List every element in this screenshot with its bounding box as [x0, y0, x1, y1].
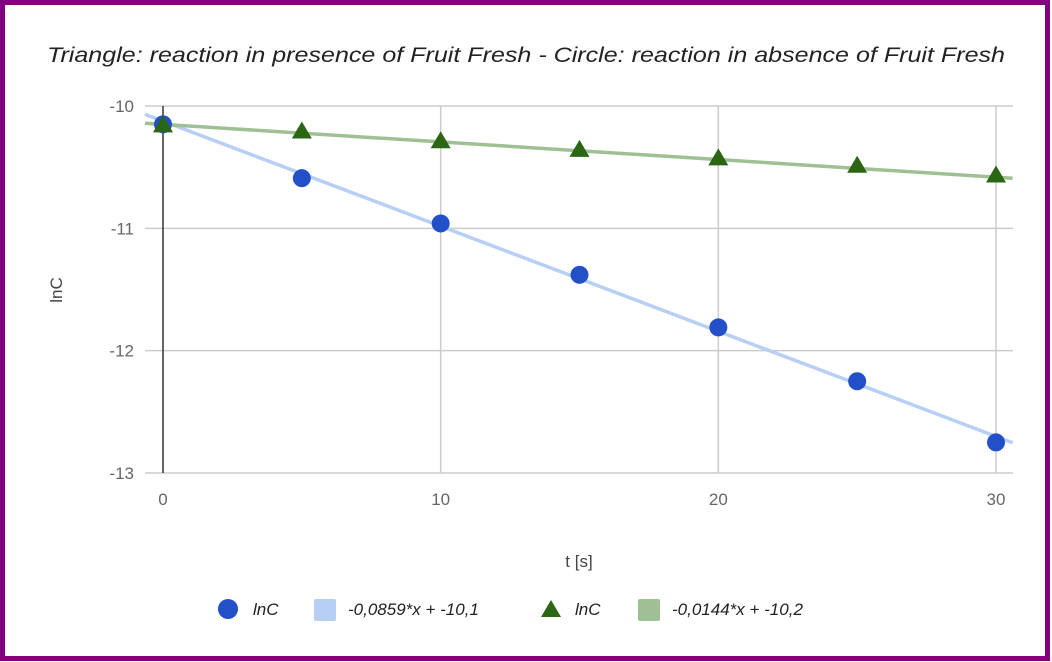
data-point-circle — [987, 433, 1005, 452]
legend-item-green-trendline[interactable]: -0,0144*x + -10,2 — [638, 599, 803, 621]
y-tick-labels: -10 -11 -12 -13 — [109, 97, 134, 483]
legend-label-circles: lnC — [253, 600, 279, 619]
y-tick-label: -12 — [109, 342, 134, 361]
chart-title: Triangle: reaction in presence of Fruit … — [47, 44, 1005, 67]
data-point-circle — [709, 318, 728, 337]
legend-triangle-marker-icon — [541, 600, 561, 617]
legend-label-blue-trendline: -0,0859*x + -10,1 — [348, 600, 479, 619]
data-point-triangle — [153, 115, 173, 133]
data-point-triangle — [569, 139, 590, 157]
data-point-triangle — [986, 165, 1006, 183]
data-point-circle — [431, 214, 450, 233]
data-point-triangle — [291, 121, 312, 139]
x-tick-label: 0 — [158, 490, 167, 509]
x-tick-label: 30 — [987, 490, 1006, 509]
data-point-circle — [848, 372, 867, 391]
y-tick-label: -13 — [109, 464, 134, 483]
data-point-triangle — [847, 155, 868, 173]
x-tick-labels: 0 10 20 30 — [158, 490, 1005, 509]
x-tick-label: 20 — [709, 490, 728, 509]
legend-item-blue-trendline[interactable]: -0,0859*x + -10,1 — [314, 599, 479, 621]
data-points — [153, 115, 1006, 452]
legend-label-triangles: lnC — [575, 600, 601, 619]
legend-item-circles[interactable]: lnC — [218, 599, 279, 619]
legend-item-triangles[interactable]: lnC — [541, 600, 601, 619]
y-tick-label: -11 — [111, 219, 134, 238]
data-point-triangle — [430, 131, 451, 149]
data-point-triangle — [708, 148, 729, 166]
data-point-circle — [570, 265, 589, 284]
y-tick-label: -10 — [109, 97, 134, 116]
gridlines — [145, 105, 1013, 474]
legend-circle-marker-icon — [218, 599, 238, 619]
legend-label-green-trendline: -0,0144*x + -10,2 — [672, 600, 803, 619]
data-point-circle — [292, 169, 311, 188]
y-axis-title: lnC — [47, 277, 66, 303]
x-tick-label: 10 — [431, 490, 450, 509]
legend: lnC -0,0859*x + -10,1 lnC -0,0144*x + -1… — [218, 599, 803, 621]
legend-blue-swatch-icon — [314, 599, 336, 621]
legend-green-swatch-icon — [638, 599, 660, 621]
x-axis-title: t [s] — [565, 552, 592, 571]
